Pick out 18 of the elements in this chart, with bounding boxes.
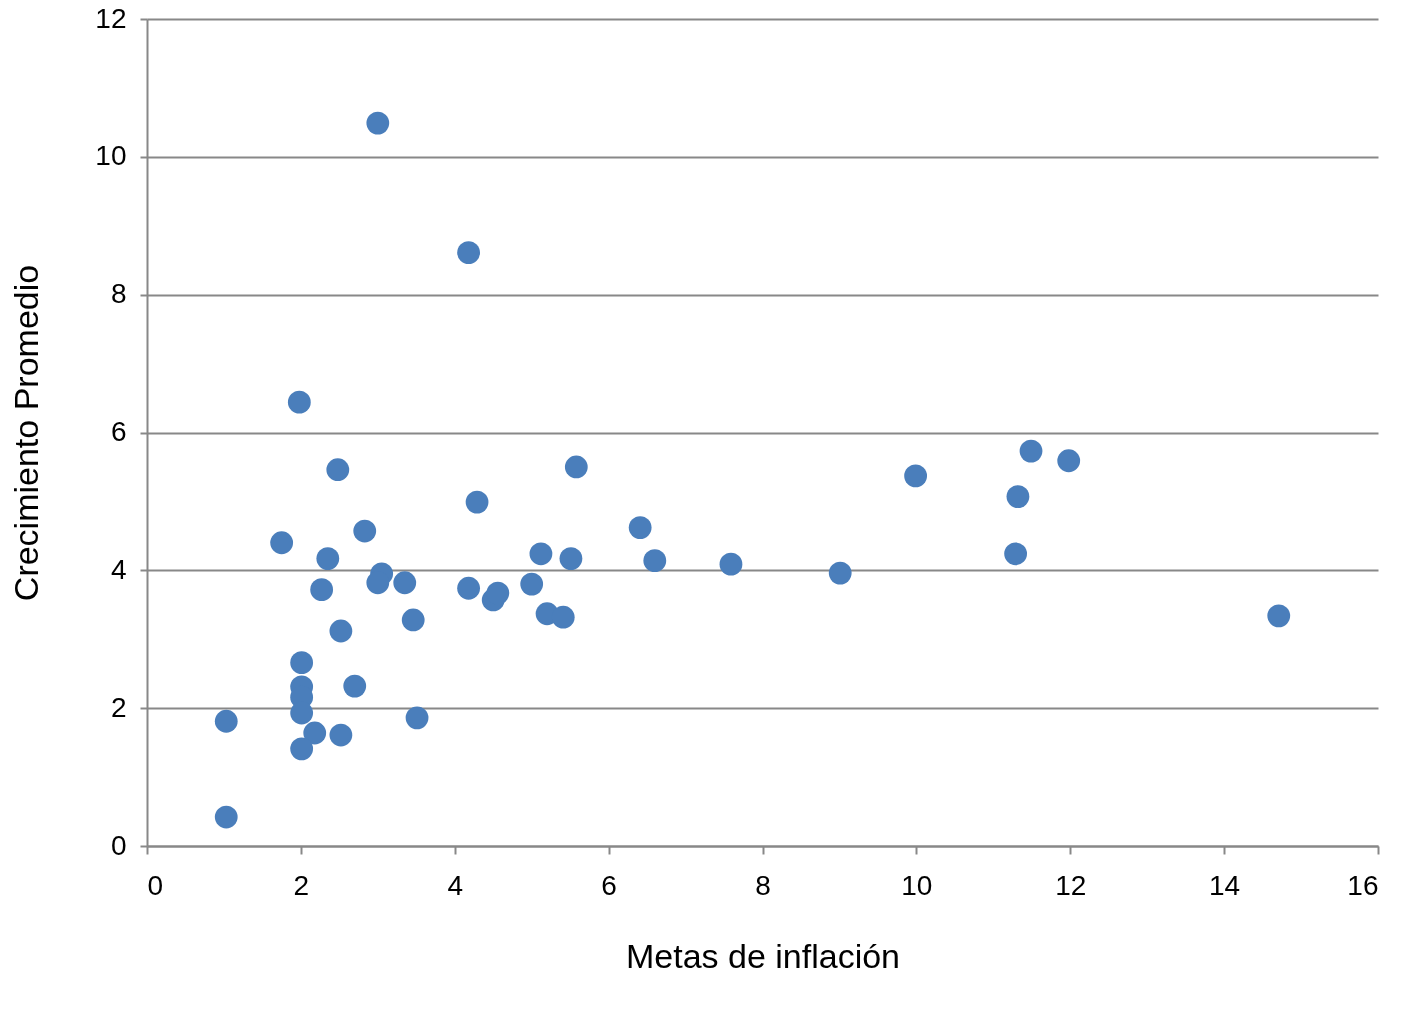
y-tick-label: 0: [110, 829, 127, 861]
x-tick-label: 10: [901, 869, 933, 901]
x-tick-label: 14: [1209, 869, 1241, 901]
y-tick-label: 8: [110, 278, 127, 310]
x-tick-label: 2: [293, 869, 310, 901]
y-tick-label: 6: [110, 416, 127, 447]
x-tick-label: 8: [755, 869, 771, 901]
x-tick-label: 6: [601, 869, 617, 901]
x-tick-label: 0: [147, 869, 164, 901]
y-tick-label: 4: [110, 553, 127, 585]
y-tick-label: 2: [110, 691, 127, 723]
x-tick-label: 16: [1347, 869, 1379, 901]
y-axis-title: Crecimiento Promedio: [7, 264, 46, 602]
x-axis-title: Metas de inflación: [625, 936, 901, 975]
y-tick-label: 10: [95, 140, 127, 172]
x-tick-label: 4: [447, 869, 464, 901]
x-tick-label: 12: [1055, 869, 1087, 901]
y-tick-label: 12: [95, 2, 127, 34]
